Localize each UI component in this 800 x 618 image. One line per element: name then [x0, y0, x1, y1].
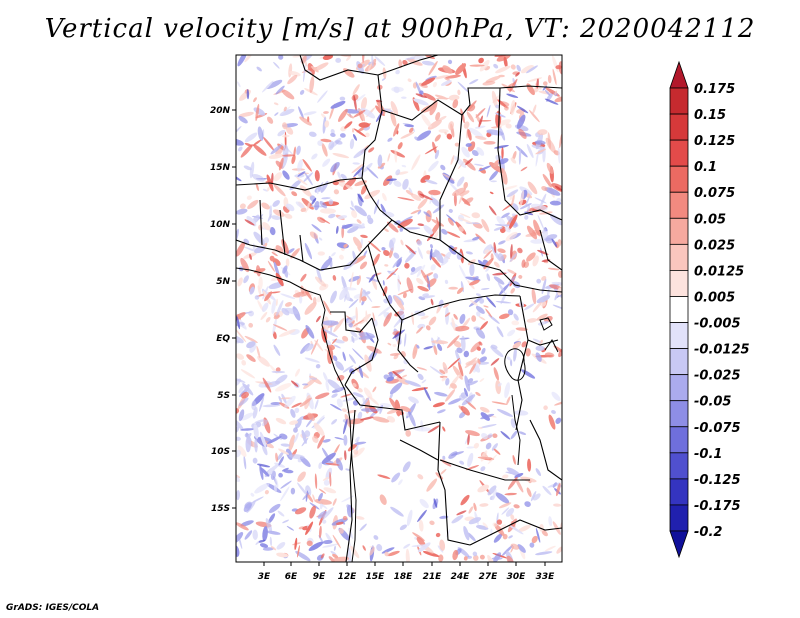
grads-footer: GrADS: IGES/COLA — [6, 603, 100, 613]
map-title: Vertical velocity [m/s] at 900hPa, VT: 2… — [44, 14, 756, 44]
lon-tick-label: 21E — [423, 572, 443, 582]
colorbar-label: 0.0125 — [694, 264, 744, 279]
colorbar-label: 0.15 — [694, 108, 726, 123]
colorbar-swatch — [669, 374, 689, 402]
lat-tick-label: EQ — [216, 334, 230, 344]
colorbar: 0.175 0.15 0.125 0.1 0.075 0.05 0.025 0.0125 0.0… — [669, 60, 750, 559]
colorbar-swatch — [669, 87, 689, 115]
latitude-axis: 20N 15N 10N 5N EQ 5S 10S 15S — [210, 106, 236, 514]
lon-tick-label: 3E — [258, 572, 271, 582]
coastlines — [236, 267, 559, 562]
colorbar-swatch — [669, 243, 689, 271]
colorbar-swatch — [669, 191, 689, 219]
colorbar-label: 0.025 — [694, 238, 735, 253]
colorbar-label: -0.175 — [694, 499, 741, 514]
lon-tick-label: 33E — [536, 572, 556, 582]
colorbar-label: -0.05 — [694, 395, 731, 410]
colorbar-swatch — [669, 452, 689, 480]
colorbar-swatch — [669, 139, 689, 167]
colorbar-swatch — [669, 426, 689, 454]
lon-tick-label: 18E — [394, 572, 414, 582]
colorbar-label: -0.0125 — [694, 343, 750, 358]
lat-tick-label: 10S — [211, 447, 230, 457]
colorbar-label: -0.125 — [694, 473, 741, 488]
colorbar-swatch — [669, 504, 689, 532]
colorbar-top-arrow — [669, 60, 689, 89]
colorbar-swatch — [669, 400, 689, 428]
lat-tick-label: 10N — [210, 220, 231, 230]
colorbar-label: -0.1 — [694, 447, 722, 462]
colorbar-label: 0.125 — [694, 134, 735, 149]
colorbar-label: -0.005 — [694, 317, 741, 332]
lon-tick-label: 9E — [313, 572, 326, 582]
lon-tick-label: 24E — [451, 572, 471, 582]
colorbar-label: 0.075 — [694, 186, 735, 201]
colorbar-label: -0.075 — [694, 421, 741, 436]
colorbar-swatch — [669, 322, 689, 349]
lat-tick-label: 5S — [217, 391, 230, 401]
map-frame — [235, 54, 563, 563]
lon-tick-label: 27E — [479, 572, 499, 582]
colorbar-label: -0.2 — [694, 525, 722, 540]
colorbar-swatch — [669, 296, 689, 323]
lat-tick-label: 15S — [211, 504, 230, 514]
colorbar-label: 0.1 — [694, 160, 717, 175]
lat-tick-label: 15N — [210, 163, 231, 173]
lat-tick-label: 20N — [210, 106, 231, 116]
lon-tick-label: 15E — [366, 572, 386, 582]
lat-tick-label: 5N — [216, 277, 230, 287]
colorbar-swatch — [669, 478, 689, 506]
colorbar-bottom-arrow — [669, 530, 689, 559]
longitude-axis: 3E 6E 9E 12E 15E 18E 21E 24E 27E 30E 33E — [258, 562, 555, 582]
colorbar-swatch — [669, 165, 689, 193]
colorbar-swatch — [669, 270, 689, 297]
colorbar-label: 0.175 — [694, 82, 735, 97]
lon-tick-label: 12E — [338, 572, 358, 582]
lon-tick-label: 30E — [507, 572, 527, 582]
lon-tick-label: 6E — [285, 572, 298, 582]
colorbar-label: -0.025 — [694, 369, 741, 384]
colorbar-swatch — [669, 113, 689, 141]
colorbar-swatch — [669, 217, 689, 245]
colorbar-swatch — [669, 348, 689, 376]
colorbar-label: 0.005 — [694, 290, 735, 305]
colorbar-label: 0.05 — [694, 212, 726, 227]
